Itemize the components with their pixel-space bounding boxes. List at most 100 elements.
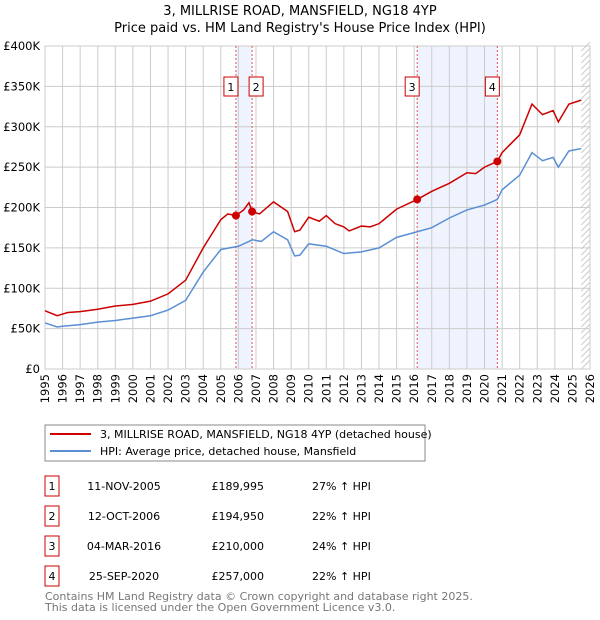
sale-date: 04-MAR-2016 — [87, 540, 161, 553]
hatch-line — [580, 341, 591, 352]
hatch-line — [580, 317, 591, 328]
hatch-line — [580, 107, 591, 118]
hatch-line — [580, 329, 591, 340]
y-tick-label: £300K — [3, 120, 40, 134]
row-number: 3 — [49, 540, 56, 553]
x-tick-label: 2019 — [460, 374, 474, 403]
sale-point — [231, 211, 240, 220]
hatch-line — [580, 275, 591, 286]
row-number: 1 — [49, 480, 56, 493]
x-tick-label: 2023 — [530, 374, 544, 403]
hpi-difference: 22% ↑ HPI — [312, 510, 371, 523]
hatch-line — [580, 305, 591, 316]
hatch-line — [580, 161, 591, 172]
hatch-line — [580, 191, 591, 202]
hatch-line — [580, 257, 591, 268]
x-tick-label: 2001 — [143, 374, 157, 403]
x-tick-label: 2018 — [442, 374, 456, 403]
row-number: 4 — [49, 570, 56, 583]
table-row: 4 25-SEP-2020 £257,000 22% ↑ HPI — [44, 565, 371, 587]
transaction-label-box — [248, 76, 264, 97]
hatch-line — [580, 59, 591, 70]
y-tick-label: £100K — [3, 281, 40, 295]
hatch-line — [580, 221, 591, 232]
x-tick-label: 2013 — [354, 374, 368, 403]
transaction-label-box — [223, 76, 239, 97]
y-tick-label: £350K — [3, 79, 40, 93]
hpi-difference: 22% ↑ HPI — [312, 570, 371, 583]
x-tick-label: 2010 — [302, 374, 316, 403]
transaction-label: 2 — [253, 81, 260, 94]
legend-label-property: 3, MILLRISE ROAD, MANSFIELD, NG18 4YP (d… — [100, 428, 432, 441]
transaction-label-box — [484, 76, 500, 97]
sale-price: £194,950 — [212, 510, 265, 523]
transactions-table: 1 11-NOV-2005 £189,995 27% ↑ HPI 2 12-OC… — [44, 475, 371, 587]
x-tick-label: 1995 — [38, 374, 52, 403]
sale-price: £257,000 — [212, 570, 265, 583]
hatch-line — [580, 113, 591, 124]
x-tick-label: 1999 — [108, 374, 122, 403]
x-tick-label: 2026 — [583, 374, 597, 403]
x-tick-label: 1996 — [56, 374, 70, 403]
hatch-line — [580, 119, 591, 130]
sale-point — [413, 195, 422, 204]
hatch-line — [580, 167, 591, 178]
transaction-label: 1 — [227, 81, 234, 94]
hatch-line — [580, 215, 591, 226]
hatch-line — [580, 101, 591, 112]
x-tick-label: 2012 — [337, 374, 351, 403]
hatch-line — [580, 209, 591, 220]
hatch-line — [580, 311, 591, 322]
table-row: 1 11-NOV-2005 £189,995 27% ↑ HPI — [44, 475, 371, 497]
x-tick-label: 1997 — [73, 374, 87, 403]
hatch-line — [580, 359, 591, 370]
x-tick-label: 2020 — [478, 374, 492, 403]
sale-date: 11-NOV-2005 — [87, 480, 161, 493]
x-tick-label: 2008 — [267, 374, 281, 403]
hatch-line — [580, 47, 591, 58]
sale-price: £210,000 — [212, 540, 265, 553]
y-tick-label: £200K — [3, 201, 40, 215]
hatch-line — [580, 251, 591, 262]
y-tick-label: £250K — [3, 160, 40, 174]
hatch-line — [580, 83, 591, 94]
hatch-line — [580, 131, 591, 142]
x-tick-label: 2024 — [548, 374, 562, 403]
hatch-line — [580, 41, 591, 52]
x-tick-label: 2003 — [179, 374, 193, 403]
hatch-line — [580, 269, 591, 280]
hatch-line — [580, 299, 591, 310]
transaction-label: 3 — [409, 81, 416, 94]
footer-line1: Contains HM Land Registry data © Crown c… — [45, 590, 473, 603]
x-tick-label: 2025 — [565, 374, 579, 403]
hatch-line — [580, 77, 591, 88]
legend: 3, MILLRISE ROAD, MANSFIELD, NG18 4YP (d… — [44, 424, 432, 462]
sale-point — [248, 207, 257, 216]
sale-price: £189,995 — [212, 480, 265, 493]
hatch-line — [580, 71, 591, 82]
x-tick-label: 2004 — [196, 374, 210, 403]
hatch-line — [580, 155, 591, 166]
hatch-line — [580, 263, 591, 274]
sale-date: 12-OCT-2006 — [88, 510, 160, 523]
hatch-line — [580, 287, 591, 298]
table-row: 3 04-MAR-2016 £210,000 24% ↑ HPI — [44, 535, 371, 557]
row-number-box — [44, 475, 60, 497]
hatch-line — [580, 353, 591, 364]
transaction-label: 4 — [489, 81, 496, 94]
sale-date: 25-SEP-2020 — [89, 570, 159, 583]
x-tick-label: 2021 — [495, 374, 509, 403]
x-tick-label: 2006 — [231, 374, 245, 403]
table-row: 2 12-OCT-2006 £194,950 22% ↑ HPI — [44, 505, 371, 527]
y-tick-label: £0 — [25, 362, 40, 376]
hatch-line — [580, 137, 591, 148]
hatch-line — [580, 335, 591, 346]
x-tick-label: 2011 — [319, 374, 333, 403]
chart-subtitle: Price paid vs. HM Land Registry's House … — [114, 21, 486, 36]
hatch-line — [580, 293, 591, 304]
row-number: 2 — [49, 510, 56, 523]
hatch-line — [580, 149, 591, 160]
hatch-line — [580, 143, 591, 154]
x-tick-label: 2015 — [390, 374, 404, 403]
hatch-line — [580, 65, 591, 76]
